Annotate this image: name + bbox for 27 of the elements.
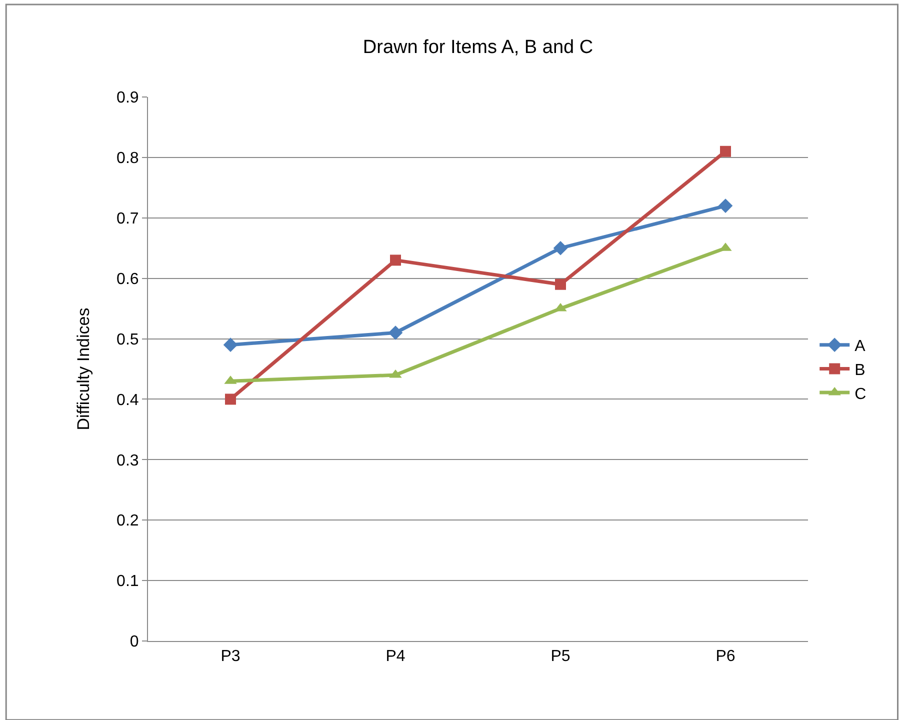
- chart-title: Drawn for Items A, B and C: [362, 36, 594, 58]
- point: [225, 394, 236, 405]
- x-tick-label: P4: [386, 648, 406, 666]
- legend-label: C: [854, 386, 866, 403]
- x-tick-label: P6: [716, 648, 736, 666]
- y-tick-label: 0.3: [116, 452, 139, 470]
- y-axis-title: Difficulty Indices: [74, 308, 94, 430]
- point: [223, 338, 238, 352]
- point: [720, 146, 731, 157]
- point: [555, 278, 566, 290]
- y-tick-label: 0.4: [116, 392, 139, 409]
- y-tick-label: 0.5: [116, 331, 139, 348]
- y-tick-label: 0.6: [116, 270, 139, 288]
- x-tick-label: P3: [220, 648, 240, 666]
- y-tick-label: 0.7: [116, 210, 139, 228]
- y-tick-label: 0.8: [116, 150, 139, 168]
- x-tick-label: P5: [550, 648, 570, 666]
- y-tick-label: 0: [130, 634, 139, 651]
- point: [390, 254, 401, 266]
- point: [718, 198, 733, 213]
- point: [553, 240, 568, 256]
- y-tick-label: 0.1: [116, 573, 139, 590]
- legend-label: A: [854, 338, 866, 356]
- point: [388, 326, 403, 340]
- y-tick-label: 0.9: [116, 90, 139, 107]
- legend-label: B: [854, 362, 866, 379]
- y-tick-label: 0.2: [116, 512, 139, 530]
